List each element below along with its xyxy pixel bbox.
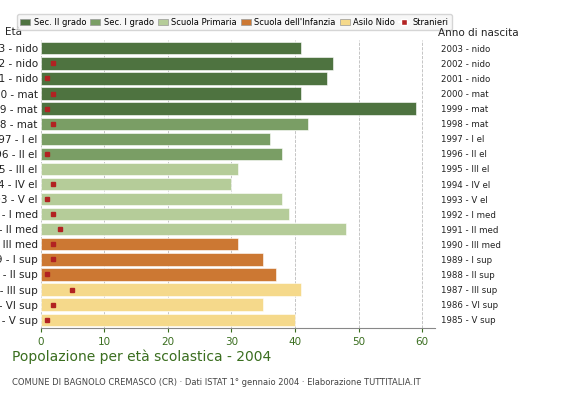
Bar xyxy=(41,163,238,175)
Text: Anno di nascita: Anno di nascita xyxy=(438,28,519,38)
Bar xyxy=(41,57,333,70)
Bar xyxy=(41,193,282,205)
Bar xyxy=(41,223,346,236)
Bar xyxy=(41,178,231,190)
Bar xyxy=(41,253,263,266)
Text: COMUNE DI BAGNOLO CREMASCO (CR) · Dati ISTAT 1° gennaio 2004 · Elaborazione TUTT: COMUNE DI BAGNOLO CREMASCO (CR) · Dati I… xyxy=(12,378,420,387)
Text: Popolazione per età scolastica - 2004: Popolazione per età scolastica - 2004 xyxy=(12,350,271,364)
Bar xyxy=(41,42,302,54)
Bar xyxy=(41,238,238,250)
Bar xyxy=(41,87,302,100)
Bar xyxy=(41,148,282,160)
Bar xyxy=(41,283,302,296)
Bar xyxy=(41,72,327,85)
Bar xyxy=(41,268,276,281)
Legend: Sec. II grado, Sec. I grado, Scuola Primaria, Scuola dell'Infanzia, Asilo Nido, : Sec. II grado, Sec. I grado, Scuola Prim… xyxy=(17,14,452,30)
Bar xyxy=(41,132,270,145)
Text: Età: Età xyxy=(5,27,22,37)
Bar xyxy=(41,298,263,311)
Bar xyxy=(41,314,295,326)
Bar xyxy=(41,118,308,130)
Bar xyxy=(41,102,416,115)
Bar xyxy=(41,208,289,220)
